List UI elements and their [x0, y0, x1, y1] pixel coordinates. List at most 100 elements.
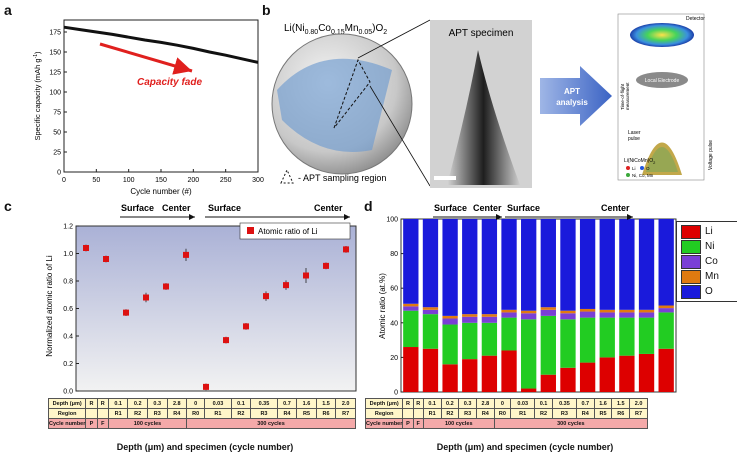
table-cell: R4: [166, 408, 188, 419]
legend-triangle-icon: [280, 168, 294, 184]
bar-segment-li: [422, 348, 439, 392]
legend-box-c: [239, 222, 351, 240]
bar-segment-o: [540, 219, 556, 308]
detector-label: Detector: [686, 16, 705, 22]
capacity-fade-label: Capacity fade: [137, 77, 202, 88]
table-cell: 2.0: [335, 398, 356, 409]
bar-segment-o: [619, 219, 635, 310]
capacity-chart: 0 50 100 150 200 250 300 0 25 50 75 100 125 150 175 Ca…: [33, 19, 264, 196]
y-tick-label-a: 175: [49, 30, 61, 37]
bar-segment-mn: [501, 309, 517, 313]
bar-segment-mn: [403, 303, 419, 307]
bar-segment-o: [599, 219, 615, 310]
bar-segment-o: [638, 219, 655, 310]
bar-segment-o: [481, 219, 498, 315]
y-tick-label-d: 80: [390, 251, 398, 258]
bar-segment-co: [501, 312, 517, 318]
apt-tip-lattice: [646, 147, 678, 172]
y-tick-label-c: 0.6: [63, 306, 73, 313]
table-cell: 0.1: [422, 398, 442, 409]
data-point: [163, 283, 169, 290]
bar-segment-mn: [422, 307, 439, 310]
table-cell: R4: [475, 408, 495, 419]
bar-segment-ni: [619, 317, 635, 356]
legend-item-co: Co: [681, 254, 733, 269]
local-electrode-label: Local Electrode: [645, 78, 680, 84]
table-cell: R4: [575, 408, 595, 419]
bar-segment-li: [560, 367, 576, 392]
bar-segment-li: [481, 355, 498, 392]
table-cell: 1.5: [315, 398, 337, 409]
table-cell: R: [412, 398, 424, 409]
table-cell: R2: [440, 408, 460, 419]
surface-label-c2: Surface: [208, 203, 241, 213]
bar-segment-o: [403, 219, 419, 304]
table-cell: R3: [250, 408, 278, 419]
table-cell: Cycle number: [364, 418, 404, 429]
bar-segment-ni: [481, 322, 498, 356]
legend-o: O: [646, 166, 650, 171]
arrow-label-line1: APT: [564, 87, 580, 96]
legend-item-o: O: [681, 284, 733, 299]
legend-d: Li Ni Co Mn O: [676, 221, 737, 302]
bar-segment-li: [403, 347, 419, 392]
x-axis-label-a: Cycle number (#): [130, 187, 192, 196]
swatch-ni: [681, 239, 701, 254]
sample-table-c: Depth (μm) R R 0.1 0.2 0.3 2.8 0 0.03 0.1 0.35 0.7 1…: [47, 398, 356, 429]
apt-tip: [447, 50, 520, 185]
y-tick-label-c: 1.2: [63, 224, 73, 231]
data-point: [143, 294, 149, 301]
bar-segment-li: [521, 388, 537, 392]
y-tick-label-a: 25: [53, 150, 61, 157]
sampling-region: [333, 58, 371, 129]
legend-label-c: Atomic ratio of Li: [258, 227, 318, 236]
surface-label-c1: Surface: [121, 203, 154, 213]
x-axis-caption-d: Depth (μm) and specimen (cycle number): [436, 442, 614, 452]
table-cell: 0.2: [127, 398, 148, 409]
swatch-li: [681, 224, 701, 239]
bar-segment-mn: [658, 305, 674, 309]
table-cell: [402, 408, 414, 419]
bar-segment-mn: [521, 310, 537, 314]
bar-segment-ni: [638, 317, 655, 354]
x-tick-label-a: 300: [252, 177, 264, 184]
bar-segment-o: [658, 219, 674, 306]
table-cell: 0.1: [534, 398, 553, 409]
panel-label-b: b: [262, 2, 271, 18]
center-label-c2: Center: [314, 203, 343, 213]
bar-segment-li: [442, 364, 458, 392]
legend-item-ni: Ni: [681, 239, 733, 254]
table-cell: F: [96, 418, 109, 429]
table-cell: 0.3: [146, 398, 168, 409]
x-tick-label-a: 200: [187, 177, 199, 184]
bar-segment-mn: [481, 314, 498, 317]
table-cell: R4: [276, 408, 298, 419]
table-cell: R: [402, 398, 414, 409]
swatch-mn: [681, 269, 701, 284]
sampling-label: - APT sampling region: [298, 173, 386, 183]
bar-segment-co: [658, 308, 674, 313]
table-cell: R6: [315, 408, 337, 419]
y-tick-label-c: 0.0: [63, 389, 73, 396]
bar-segment-mn: [462, 314, 478, 317]
bar-segment-co: [638, 312, 655, 318]
bar-segment-li: [540, 374, 556, 392]
x-tick-label-a: 0: [62, 177, 66, 184]
table-cell: R1: [510, 408, 536, 419]
bar-segment-ni: [442, 324, 458, 365]
plot-area-d: [400, 218, 677, 393]
surface-label-d2: Surface: [507, 203, 540, 213]
y-axis-label-c: Normalized atomic ratio of Li: [45, 255, 54, 357]
y-tick-label-d: 0: [394, 390, 398, 397]
table-cell: 0.3: [458, 398, 477, 409]
sample-table-d: Depth (μm) R R 0.1 0.2 0.3 2.8 0 0.03 0.1 0.35 0.7 1…: [364, 398, 649, 429]
bar-segment-co: [579, 311, 596, 318]
table-cell: R3: [458, 408, 477, 419]
table-cell: 300 cycles: [493, 418, 649, 429]
table-cell: [96, 408, 109, 419]
tof-label: Time-of-flightmeasurement: [620, 82, 630, 110]
table-cell: 0.2: [440, 398, 460, 409]
apt-analysis-arrow: [540, 66, 612, 126]
table-cell: 0.35: [551, 398, 577, 409]
table-cell: R5: [593, 408, 613, 419]
